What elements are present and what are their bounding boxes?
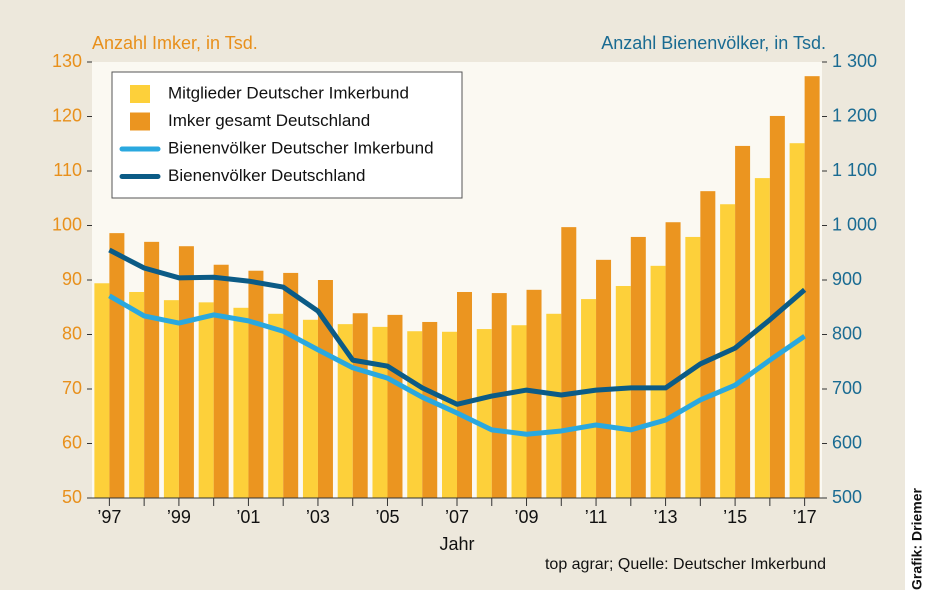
x-tick-label: ’09 [515, 507, 539, 527]
source: top agrar; Quelle: Deutscher Imkerbund [545, 556, 826, 573]
x-tick-label: ’15 [723, 507, 747, 527]
y2-tick-label: 700 [832, 378, 862, 398]
y-tick-label: 120 [52, 105, 82, 125]
bar [94, 283, 110, 498]
line [108, 247, 807, 407]
bar [317, 280, 333, 498]
legend-label: Imker gesamt Deutschland [168, 111, 370, 130]
y2-tick-label: 800 [832, 323, 862, 343]
bar [422, 321, 438, 498]
legend-swatch [130, 85, 150, 103]
bar [526, 289, 542, 498]
bar [561, 227, 577, 498]
x-tick-label: ’97 [97, 507, 121, 527]
legend-label: Bienenvölker Deutschland [168, 166, 366, 185]
bar [129, 291, 145, 498]
bar [248, 270, 264, 498]
y2-tick-label: 1 300 [832, 51, 877, 71]
legend-swatch [130, 112, 150, 131]
credit: Grafik: Driemer [909, 488, 925, 590]
legend-label: Bienenvölker Deutscher Imkerbund [168, 138, 434, 157]
bar [352, 313, 368, 498]
bar [442, 331, 457, 498]
bar [804, 76, 820, 499]
y-tick-label: 100 [52, 214, 82, 234]
legend-box [111, 71, 463, 199]
x-tick-label: ’07 [445, 507, 469, 527]
y2-tick-label: 1 000 [832, 214, 877, 234]
x-tick-label: ’11 [585, 507, 608, 527]
y-tick-label: 110 [53, 160, 82, 180]
bar [302, 319, 318, 498]
bar [233, 307, 249, 498]
bar [178, 246, 194, 498]
bar [615, 285, 631, 498]
y-tick-label: 90 [62, 269, 82, 289]
y-tick-label: 50 [62, 487, 82, 507]
y-tick-label: 70 [62, 378, 82, 398]
bar [387, 314, 403, 498]
bar [407, 331, 423, 498]
x-tick-label: ’17 [793, 507, 817, 527]
y-tick-label: 80 [62, 323, 82, 343]
bar [754, 178, 770, 498]
x-tick-label: ’03 [306, 507, 330, 527]
bar [283, 272, 299, 498]
y2-tick-label: 1 200 [832, 105, 877, 125]
bar [109, 233, 125, 498]
x-axis-label: Jahr [439, 534, 474, 554]
bar [596, 259, 612, 498]
bar [735, 145, 751, 498]
bar [198, 302, 214, 498]
bar [789, 143, 805, 498]
y2-tick-label: 1 100 [832, 160, 877, 180]
bar [769, 115, 785, 498]
y2-tick-label: 900 [832, 269, 862, 289]
bar [630, 236, 646, 498]
y2-tick-label: 600 [832, 432, 862, 452]
bar [546, 313, 562, 498]
bar [163, 300, 179, 498]
x-tick-label: ’99 [167, 507, 191, 527]
y-tick-label: 60 [62, 432, 82, 452]
legend-label: Mitglieder Deutscher Imkerbund [168, 83, 409, 102]
bar [581, 299, 597, 498]
y-axis-label: Anzahl Imker, in Tsd. [92, 33, 258, 53]
y2-tick-label: 500 [832, 487, 862, 507]
bar [268, 313, 284, 498]
x-tick-label: ’01 [236, 507, 260, 527]
y2-axis-label: Anzahl Bienenvölker, in Tsd. [601, 33, 826, 53]
bar [457, 291, 472, 498]
bar [700, 191, 716, 499]
bar [650, 265, 666, 498]
bar [213, 264, 229, 498]
x-tick-label: ’05 [375, 507, 399, 527]
bar [476, 329, 492, 498]
line [108, 293, 807, 437]
y-tick-label: 130 [52, 51, 82, 71]
bar [511, 325, 527, 498]
bar [144, 241, 160, 498]
bar [372, 326, 388, 498]
bar [665, 222, 681, 499]
x-tick-label: ’13 [654, 507, 678, 527]
